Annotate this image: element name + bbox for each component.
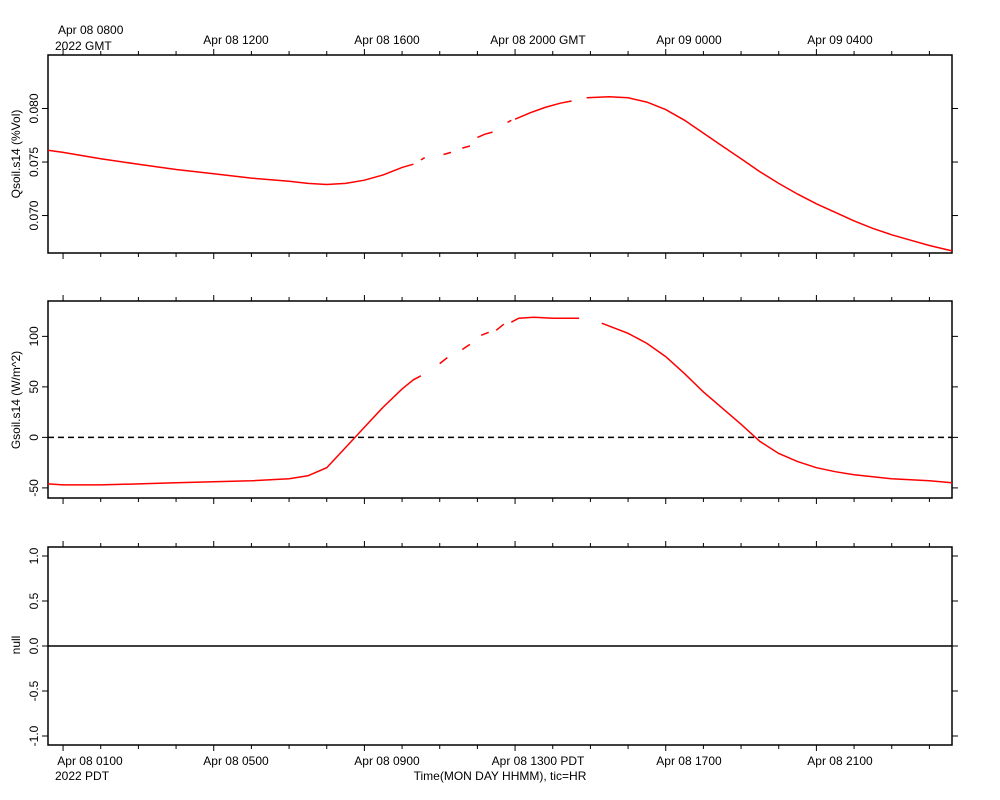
- y-axis-title-qsoil: Qsoil.s14 (%Vol): [9, 110, 23, 199]
- y-tick-label: -0.5: [27, 680, 41, 701]
- bottom-axis-year-label: 2022 PDT: [55, 769, 110, 783]
- top-axis-label: Apr 08 1200: [203, 33, 269, 47]
- series-line: [461, 343, 471, 351]
- series-line: [507, 119, 512, 124]
- bottom-axis-label: Apr 08 0500: [203, 754, 269, 768]
- panel-gsoil: -50 0 50 100: [27, 295, 958, 504]
- top-axis-label: Apr 08 2000 GMT: [490, 33, 586, 47]
- y-axis-title-gsoil: Gsoil.s14 (W/m^2): [9, 351, 23, 449]
- y-tick-label: 0.075: [27, 147, 41, 177]
- y-tick-label: -50: [27, 479, 41, 497]
- y-tick-label: 0.070: [27, 200, 41, 230]
- x-axis-title: Time(MON DAY HHMM), tic=HR: [414, 769, 587, 783]
- series-line: [420, 157, 426, 161]
- top-axis-label: Apr 09 0400: [807, 33, 873, 47]
- bottom-axis-label: Apr 08 0100: [57, 754, 123, 768]
- top-axis-label: Apr 08 1600: [354, 33, 420, 47]
- plot-frame: [47, 54, 953, 254]
- series-line: [601, 322, 953, 484]
- y-axis-title-null: null: [9, 636, 23, 655]
- y-tick-label: 0.0: [27, 637, 41, 654]
- bottom-axis-label: Apr 08 2100: [807, 754, 873, 768]
- y-tick-label: 100: [27, 326, 41, 346]
- series-line: [514, 100, 572, 120]
- plot-frame: [47, 300, 953, 499]
- top-axis-year-label: 2022 GMT: [55, 39, 112, 53]
- bottom-axis-label: Apr 08 1300 PDT: [492, 754, 585, 768]
- top-axis-label: Apr 09 0000: [656, 33, 722, 47]
- y-tick-label: 0.5: [27, 592, 41, 609]
- y-tick-label: 0: [27, 434, 41, 441]
- y-tick-label: 50: [27, 380, 41, 394]
- y-tick-label: 0.080: [27, 93, 41, 123]
- y-tick-label: -1.0: [27, 725, 41, 746]
- series-line: [443, 151, 452, 156]
- series-line: [477, 131, 493, 139]
- series-line: [510, 316, 580, 323]
- series-line: [47, 149, 414, 186]
- series-line: [47, 375, 422, 486]
- series-line: [586, 95, 953, 252]
- bottom-axis-label: Apr 08 1700: [656, 754, 722, 768]
- panel-qsoil: 0.070 0.075 0.080: [27, 49, 958, 259]
- panel-null: -1.0 -0.5 0.0 0.5 1.0: [27, 541, 958, 751]
- top-axis-first-label: Apr 08 0800: [58, 23, 124, 37]
- bottom-axis-label: Apr 08 0900: [354, 754, 420, 768]
- series-line: [439, 357, 448, 365]
- series-line: [480, 331, 489, 336]
- y-tick-label: 1.0: [27, 547, 41, 564]
- series-line: [495, 323, 505, 331]
- series-line: [462, 145, 471, 149]
